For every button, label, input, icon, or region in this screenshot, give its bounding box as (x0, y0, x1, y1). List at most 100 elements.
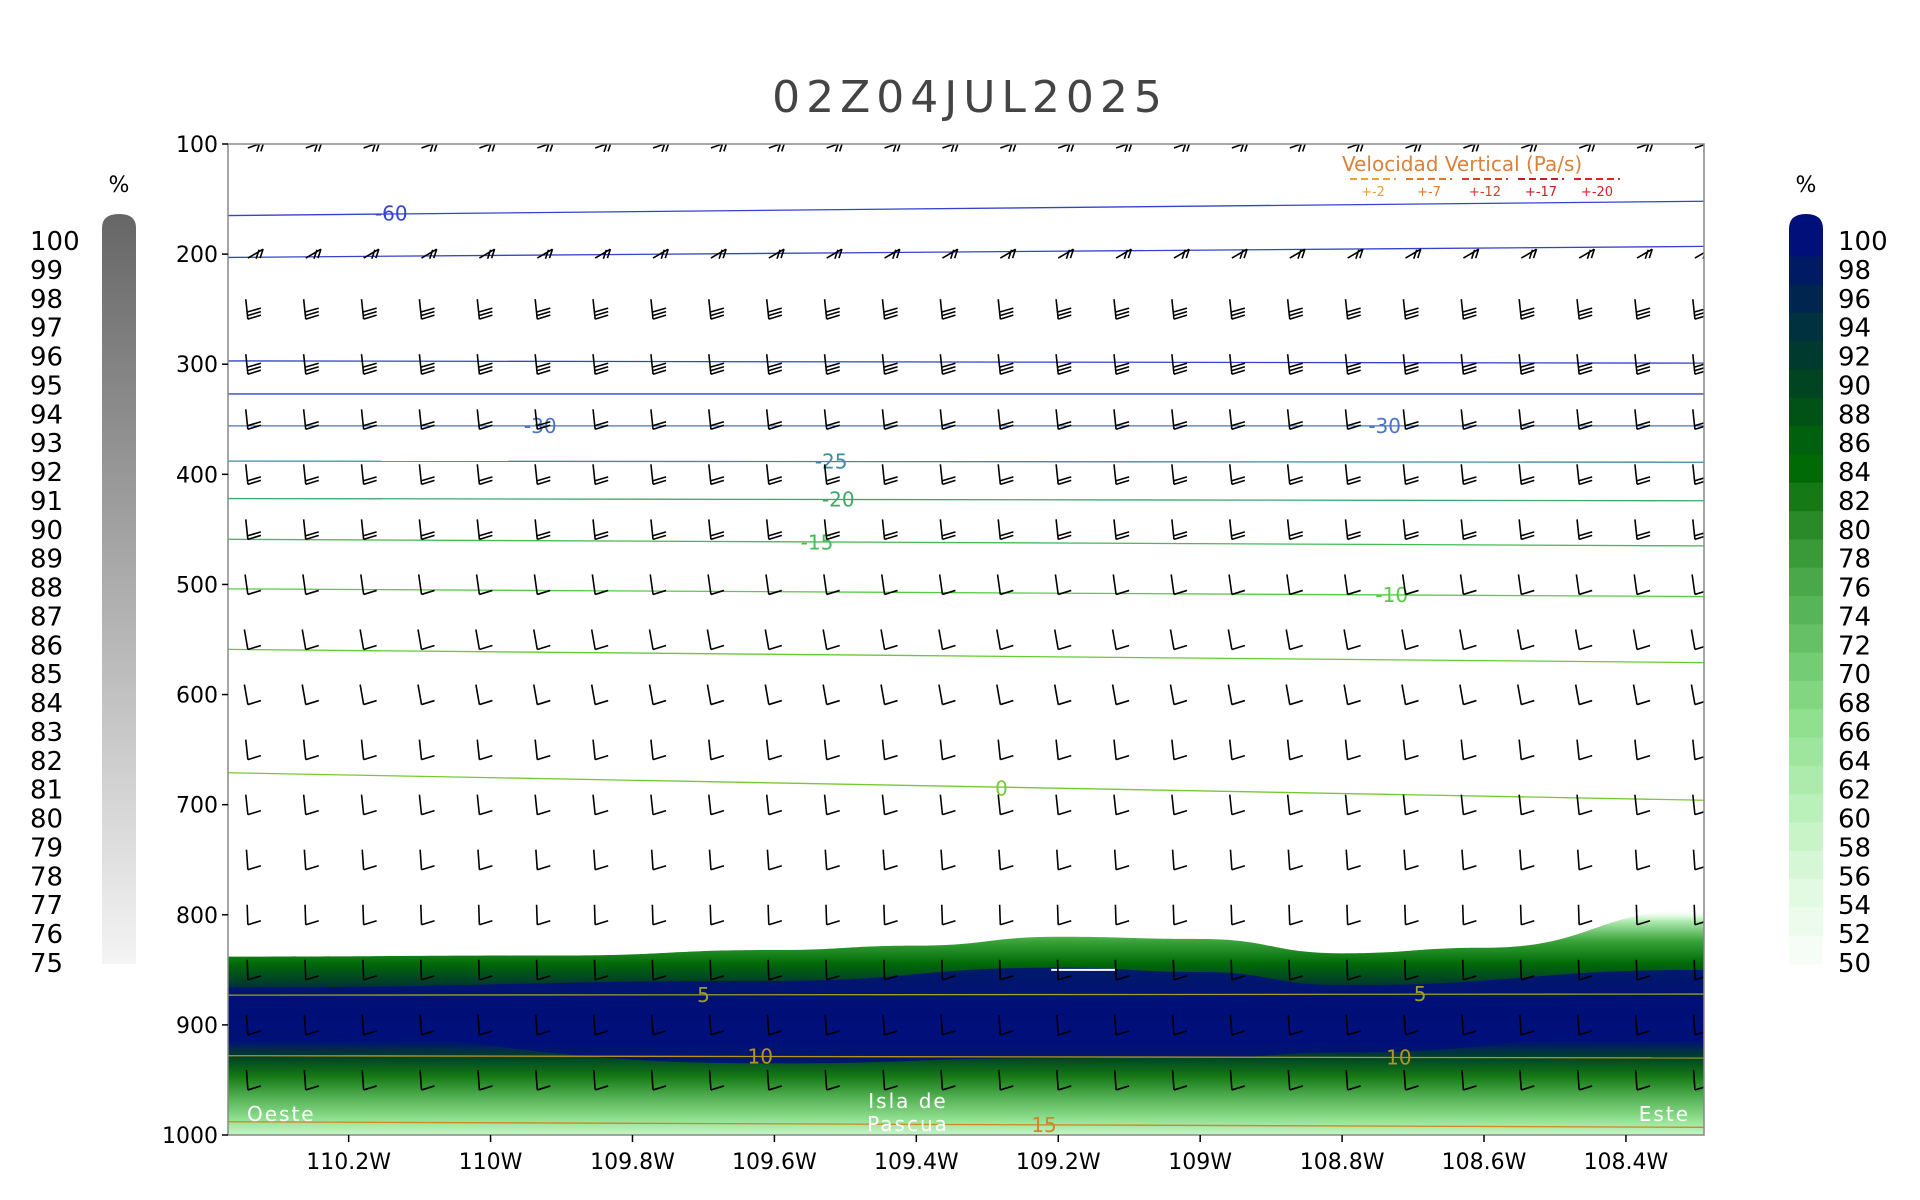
wind-barb (1634, 464, 1651, 486)
wind-barb (1171, 409, 1188, 431)
contour-label-13-0: 15 (1031, 1113, 1056, 1137)
wind-barb (534, 464, 551, 486)
wind-barb (997, 354, 1014, 375)
wind-barb (1634, 794, 1651, 816)
wind-barb (1634, 1014, 1651, 1036)
wind-barb (594, 248, 612, 260)
wind-barb (1460, 299, 1477, 320)
wind-barb (1576, 299, 1593, 320)
right-colorbar-label: 70 (1838, 660, 1871, 690)
wind-barb (998, 1069, 1014, 1091)
wind-barb (1289, 248, 1306, 260)
left-colorbar-label: 90 (30, 516, 63, 546)
wind-barb (535, 1014, 551, 1036)
wind-barb (939, 794, 956, 816)
wind-barb (650, 299, 667, 320)
wind-barb (1517, 574, 1535, 596)
wind-barb (1403, 849, 1419, 871)
wind-barb (1053, 684, 1072, 706)
wind-barb (1577, 959, 1593, 981)
wind-barb (650, 409, 667, 431)
wind-barb (1460, 409, 1477, 431)
wind-barb (765, 739, 783, 761)
wind-barb (244, 464, 262, 486)
wind-barb (1576, 794, 1593, 816)
x-tick-label: 109.4W (874, 1150, 959, 1175)
right-colorbar-label: 60 (1838, 805, 1871, 835)
right-colorbar-swatch (1789, 369, 1823, 399)
right-colorbar-swatch (1789, 511, 1823, 540)
wind-barb (1634, 354, 1651, 375)
right-colorbar-label: 68 (1838, 689, 1871, 719)
right-colorbar-label: 50 (1838, 949, 1871, 979)
contour-label-5-0: -25 (815, 450, 848, 474)
contour-label-12-0: 10 (747, 1045, 772, 1069)
wind-barb (1287, 1014, 1303, 1036)
wind-barb (360, 739, 377, 761)
wind-barb (1171, 739, 1188, 761)
wind-barb (303, 1069, 319, 1091)
wind-barb (1113, 1069, 1130, 1091)
legend-item-label: +-7 (1417, 185, 1441, 200)
right-colorbar-label: 78 (1838, 545, 1871, 575)
contour-label-12-1: 10 (1386, 1046, 1411, 1070)
wind-barb (1692, 794, 1704, 816)
right-colorbar-swatch (1789, 228, 1823, 257)
wind-barb (767, 904, 783, 926)
contour-line-6 (228, 497, 1704, 502)
y-tick-label: 100 (176, 133, 218, 158)
wind-barb (1227, 684, 1246, 706)
wind-barb (1172, 904, 1188, 926)
wind-barb (1170, 574, 1188, 596)
wind-barb (708, 519, 725, 541)
wind-barb (766, 1069, 783, 1091)
wind-barb (1113, 519, 1130, 541)
temperature-contours: -60 -30 -30 -25 -20 -15 -10 0 5 5 10 10 15 (228, 200, 1704, 1137)
wind-barb (1694, 144, 1704, 152)
wind-barb (708, 299, 725, 320)
wind-barb (304, 904, 319, 926)
wind-barb (418, 299, 435, 320)
wind-barb (1635, 959, 1651, 981)
wind-barb (1634, 519, 1651, 541)
wind-barb (764, 684, 783, 706)
wind-barb (823, 299, 840, 320)
wind-barb (1228, 519, 1246, 541)
contour-line-1 (228, 245, 1704, 259)
wind-barb (1461, 1014, 1477, 1036)
wind-barb (476, 519, 493, 541)
wind-barb (1519, 1014, 1535, 1036)
contour-label-7-0: -15 (801, 530, 834, 554)
wind-barb (1575, 574, 1593, 596)
wind-barb (649, 574, 667, 596)
wind-barb (1692, 1069, 1704, 1091)
wind-barb (244, 299, 262, 320)
wind-barb (707, 574, 725, 596)
wind-barb (999, 248, 1017, 260)
wind-barb (826, 248, 843, 260)
wind-barb (592, 739, 609, 761)
wind-barb (1113, 299, 1130, 320)
left-colorbar-label: 86 (30, 631, 63, 661)
wind-barb (823, 409, 840, 431)
wind-barb (476, 409, 493, 431)
wind-barb (477, 849, 493, 871)
wind-barb (1460, 354, 1477, 375)
x-tick-label: 108.8W (1300, 1150, 1385, 1175)
wind-barb (1634, 409, 1651, 431)
wind-barb (1576, 739, 1593, 761)
wind-barb (1345, 849, 1361, 871)
x-tick-label: 109.2W (1016, 1150, 1101, 1175)
wind-barb (1345, 1069, 1361, 1091)
right-colorbar-swatch (1789, 680, 1823, 710)
wind-barb (303, 1014, 319, 1036)
wind-barb (939, 739, 956, 761)
wind-barb (534, 739, 551, 761)
wind-barb (476, 794, 493, 816)
wind-barb (997, 299, 1014, 320)
wind-barb (1461, 849, 1477, 871)
wind-barb (476, 299, 493, 320)
region-label-east: Este (1639, 1102, 1690, 1126)
wind-barb (997, 409, 1014, 431)
